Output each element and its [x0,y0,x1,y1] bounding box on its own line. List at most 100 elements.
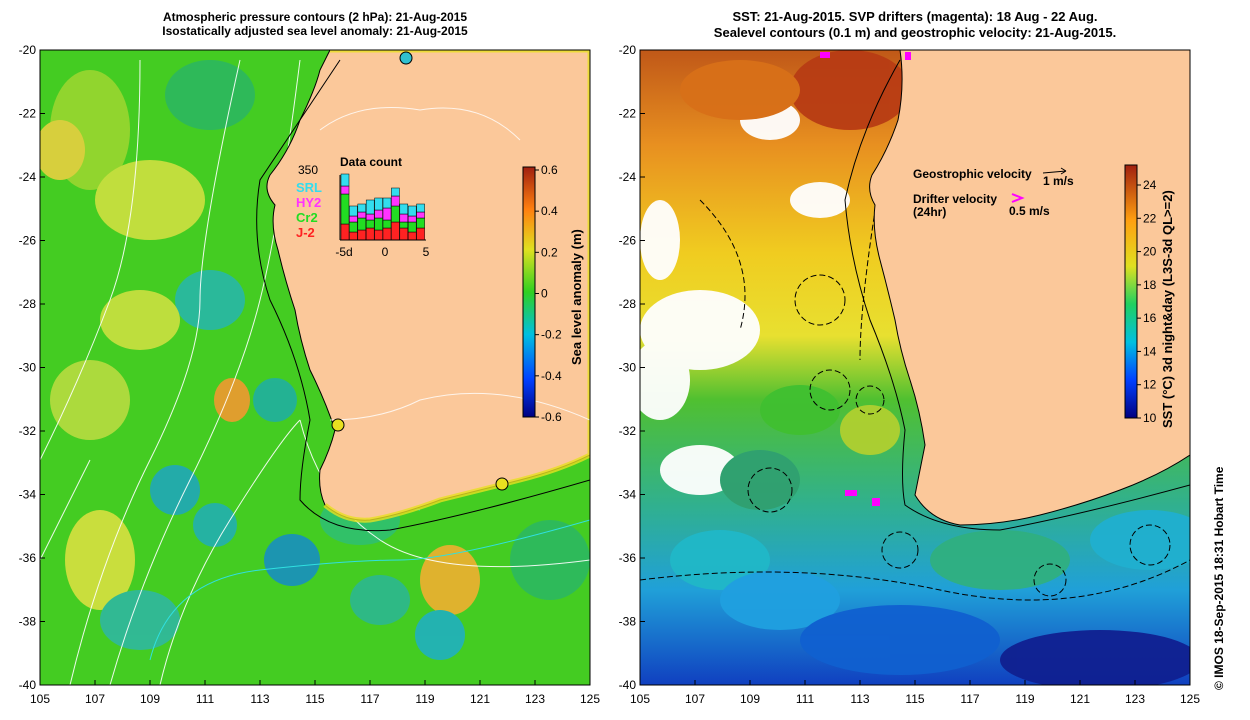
drifter-arrow-icon [1011,193,1025,203]
y-tick-label: -28 [19,297,37,311]
data-count-legend-item: HY2 [296,195,321,210]
sla-colorbar [522,166,536,418]
histogram-x-tick: 0 [382,245,389,259]
y-tick-label: -38 [619,615,637,629]
y-tick-label: -32 [619,424,637,438]
histogram-bar [357,217,367,231]
histogram-bar [340,193,350,225]
y-tick-label: -26 [619,234,637,248]
y-tick-label: -40 [19,678,37,692]
colorbar-tick-label: 0 [541,287,548,301]
data-count-legend-item: J-2 [296,225,315,240]
x-tick-label: 107 [685,692,705,706]
geo-velocity-unit: 1 m/s [1043,174,1074,188]
y-tick-label: -30 [19,361,37,375]
colorbar-tick-label: -0.4 [541,369,562,383]
histogram-bar [416,203,425,213]
x-tick-label: 115 [305,692,324,706]
x-tick-label: 123 [1125,692,1145,706]
colorbar-tick-label: 18 [1143,278,1157,292]
x-tick-label: 117 [360,692,379,706]
x-tick-label: 113 [250,692,269,706]
histogram-bar [349,215,358,223]
sst-colorbar-label: SST (°C) 3d night&day (L3S-3d QL>=2) [1160,190,1175,428]
y-tick-label: -28 [619,297,637,311]
drifter-velocity-unit: 0.5 m/s [1009,204,1050,218]
histogram-bar [391,187,400,197]
histogram-bar [365,227,375,241]
histogram-bar [399,221,409,229]
x-tick-label: 121 [1070,692,1090,706]
imos-credit: © IMOS 18-Sep-2015 18:31 Hobart Time [1212,466,1226,690]
x-tick-label: 125 [580,692,600,706]
histogram-bar [407,231,417,241]
right-panel-title: SST: 21-Aug-2015. SVP drifters (magenta)… [640,9,1190,41]
histogram-bar [357,229,367,241]
histogram-bar [365,219,375,229]
geo-velocity-label: Geostrophic velocity [913,167,1032,181]
histogram-bar [349,221,358,233]
y-tick-label: -36 [619,551,637,565]
colorbar-tick-label: 14 [1143,344,1157,358]
drifter-velocity-label-2: (24hr) [913,205,946,219]
x-tick-label: 115 [905,692,924,706]
histogram-bar [407,221,417,233]
sst-colorbar-ticks: 24 22 20 18 16 14 12 10 [1137,178,1157,425]
colorbar-tick-label: -0.6 [541,410,562,424]
x-tick-label: 119 [1015,692,1034,706]
x-tick-label: 105 [630,692,650,706]
y-tick-label: -32 [19,424,37,438]
sla-anomaly-blobs [40,60,590,660]
velocity-legend: Geostrophic velocity 1 m/s Drifter veloc… [913,167,1074,219]
y-tick-label: -24 [619,170,637,184]
data-count-legend-item: Cr2 [296,210,318,225]
y-tick-label: -30 [619,361,637,375]
histogram-bar [349,231,358,241]
histogram-bar [391,205,400,223]
y-tick-label: -20 [19,43,37,57]
data-count-max-label: 350 [298,163,318,177]
x-tick-label: 109 [140,692,160,706]
histogram-bar [399,213,409,223]
histogram-bar [374,217,383,231]
histogram-bar [382,219,392,229]
sla-colorbar-ticks: 0.6 0.4 0.2 0 -0.2 -0.4 -0.6 [535,163,562,424]
data-count-legend-item: SRL [296,180,322,195]
histogram-bar [391,221,400,241]
histogram-bar [374,209,383,219]
histogram-bar [399,227,409,241]
colorbar-tick-label: 20 [1143,245,1157,259]
drifter-velocity-label: Drifter velocity [913,192,997,206]
left-map [40,50,590,685]
y-tick-label: -40 [619,678,637,692]
y-tick-label: -36 [19,551,37,565]
histogram-bar [416,217,425,229]
sst-colorbar [1124,164,1138,419]
histogram-bar [407,215,417,223]
left-title-line2: Isostatically adjusted sea level anomaly… [162,24,468,38]
histogram-bar [349,205,358,217]
x-tick-label: 109 [740,692,760,706]
histogram-bar [399,203,409,215]
histogram-x-tick: -5d [335,245,352,259]
sst-patches [640,50,1190,685]
histogram-bar [340,223,350,241]
x-tick-label: 107 [85,692,105,706]
histogram-bar [382,197,392,209]
colorbar-tick-label: 10 [1143,411,1157,425]
histogram-bar [357,211,367,219]
right-title-line1: SST: 21-Aug-2015. SVP drifters (magenta)… [732,9,1098,24]
y-tick-label: -20 [619,43,637,57]
colorbar-tick-label: 22 [1143,211,1157,225]
station-marker [331,418,345,432]
right-title-line2: Sealevel contours (0.1 m) and geostrophi… [713,25,1117,40]
x-tick-label: 105 [30,692,50,706]
x-tick-label: 125 [1180,692,1200,706]
station-marker [399,51,413,65]
histogram-x-tick: 5 [423,245,430,259]
y-tick-label: -26 [19,234,37,248]
y-tick-label: -34 [619,488,637,502]
y-tick-label: -22 [619,107,637,121]
y-tick-label: -34 [19,488,37,502]
